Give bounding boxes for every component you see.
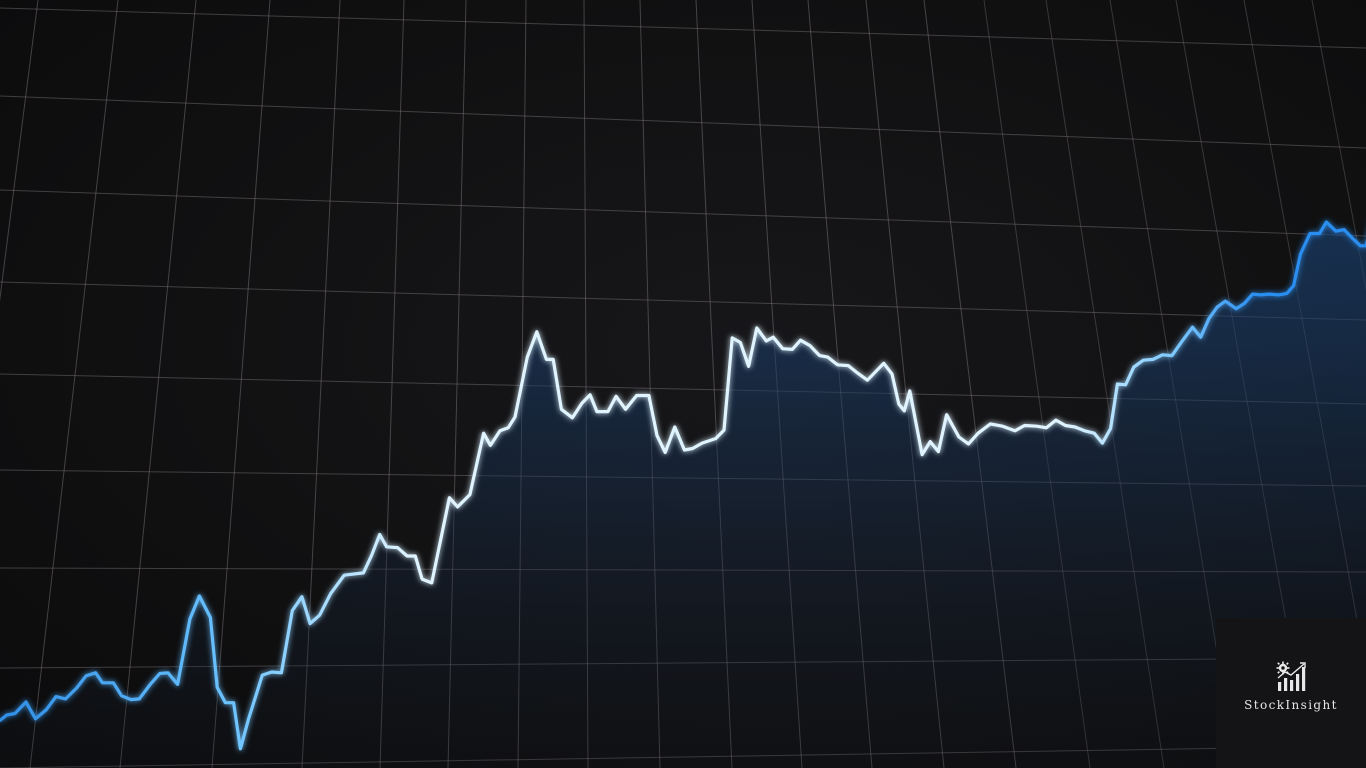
- grid-line-vertical: [211, 0, 271, 768]
- price-line: [0, 220, 1366, 751]
- grid-line-horizontal: [0, 95, 1366, 149]
- grid-line-vertical: [119, 0, 197, 768]
- grid-line-horizontal: [0, 7, 1366, 49]
- area-fill: [0, 222, 1366, 768]
- grid-line-vertical: [29, 0, 119, 768]
- gear-and-bar-chart-icon: [1276, 661, 1306, 691]
- grid-line-horizontal: [0, 281, 1366, 321]
- grid-line-vertical: [1311, 0, 1366, 291]
- grid-line-horizontal: [0, 189, 1366, 237]
- grid-line-vertical: [0, 0, 39, 302]
- brand-name: StockInsight: [1244, 698, 1338, 712]
- brand-watermark: StockInsight: [1216, 618, 1366, 768]
